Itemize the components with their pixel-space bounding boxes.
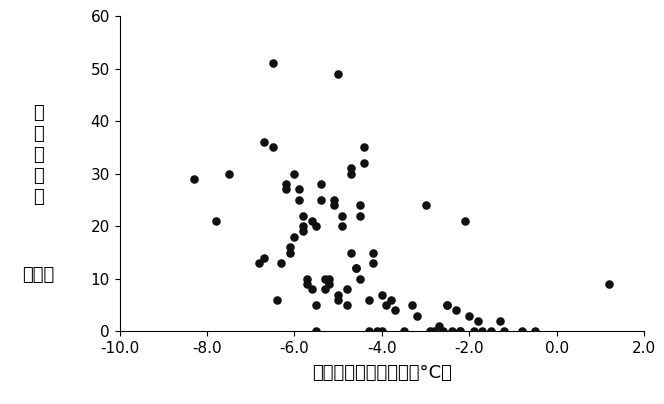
Point: [289, 234, 299, 240]
Point: [258, 255, 269, 261]
Point: [289, 170, 299, 177]
Point: [254, 260, 265, 266]
Point: [459, 218, 470, 224]
Point: [337, 213, 348, 219]
Point: [363, 297, 374, 303]
Point: [329, 197, 339, 203]
Point: [442, 302, 453, 308]
Point: [293, 197, 304, 203]
Point: [429, 328, 440, 335]
Point: [363, 328, 374, 335]
Point: [456, 328, 466, 335]
Point: [302, 281, 313, 287]
Point: [341, 286, 352, 292]
Point: [359, 160, 370, 166]
Point: [333, 297, 343, 303]
Point: [464, 312, 475, 319]
Point: [368, 249, 378, 256]
Point: [210, 218, 221, 224]
Point: [381, 302, 392, 308]
Point: [258, 139, 269, 145]
Point: [302, 276, 313, 282]
Point: [346, 249, 357, 256]
Point: [293, 186, 304, 193]
Point: [486, 328, 497, 335]
Point: [407, 302, 418, 308]
Point: [311, 328, 321, 335]
Point: [434, 323, 444, 329]
Point: [324, 281, 335, 287]
Point: [280, 186, 291, 193]
Point: [499, 328, 509, 335]
X-axis label: 冬季間の平均気温　（°C）: 冬季間の平均気温 （°C）: [312, 364, 452, 382]
Point: [319, 286, 330, 292]
Point: [298, 223, 309, 229]
Point: [189, 176, 199, 182]
Point: [224, 170, 234, 177]
Point: [473, 318, 483, 324]
Point: [324, 276, 335, 282]
Point: [315, 181, 326, 187]
Point: [346, 165, 357, 172]
Point: [333, 291, 343, 298]
Point: [468, 328, 479, 335]
Point: [355, 276, 365, 282]
Point: [355, 202, 365, 208]
Point: [438, 328, 448, 335]
Point: [307, 286, 317, 292]
Point: [372, 328, 382, 335]
Point: [346, 170, 357, 177]
Point: [390, 307, 400, 314]
Point: [355, 213, 365, 219]
Point: [329, 202, 339, 208]
Point: [477, 328, 487, 335]
Point: [319, 276, 330, 282]
Point: [333, 71, 343, 77]
Point: [604, 281, 614, 287]
Point: [311, 223, 321, 229]
Point: [307, 218, 317, 224]
Point: [517, 328, 527, 335]
Point: [351, 265, 361, 271]
Point: [446, 328, 457, 335]
Point: [311, 302, 321, 308]
Point: [285, 244, 295, 250]
Point: [351, 265, 361, 271]
Point: [376, 328, 387, 335]
Point: [280, 181, 291, 187]
Point: [298, 213, 309, 219]
Point: [272, 297, 282, 303]
Point: [495, 318, 505, 324]
Point: [529, 328, 540, 335]
Point: [420, 202, 431, 208]
Point: [341, 302, 352, 308]
Point: [285, 249, 295, 256]
Point: [451, 307, 461, 314]
Point: [412, 312, 422, 319]
Point: [276, 260, 287, 266]
Point: [376, 291, 387, 298]
Point: [267, 144, 278, 151]
Point: [298, 228, 309, 235]
Text: 凍
裂
出
現
率: 凍 裂 出 現 率: [33, 104, 44, 206]
Point: [456, 328, 466, 335]
Point: [442, 302, 453, 308]
Point: [315, 197, 326, 203]
Point: [337, 223, 348, 229]
Point: [368, 260, 378, 266]
Point: [359, 144, 370, 151]
Point: [424, 328, 435, 335]
Point: [385, 297, 396, 303]
Text: （％）: （％）: [22, 265, 54, 284]
Point: [398, 328, 409, 335]
Point: [267, 60, 278, 67]
